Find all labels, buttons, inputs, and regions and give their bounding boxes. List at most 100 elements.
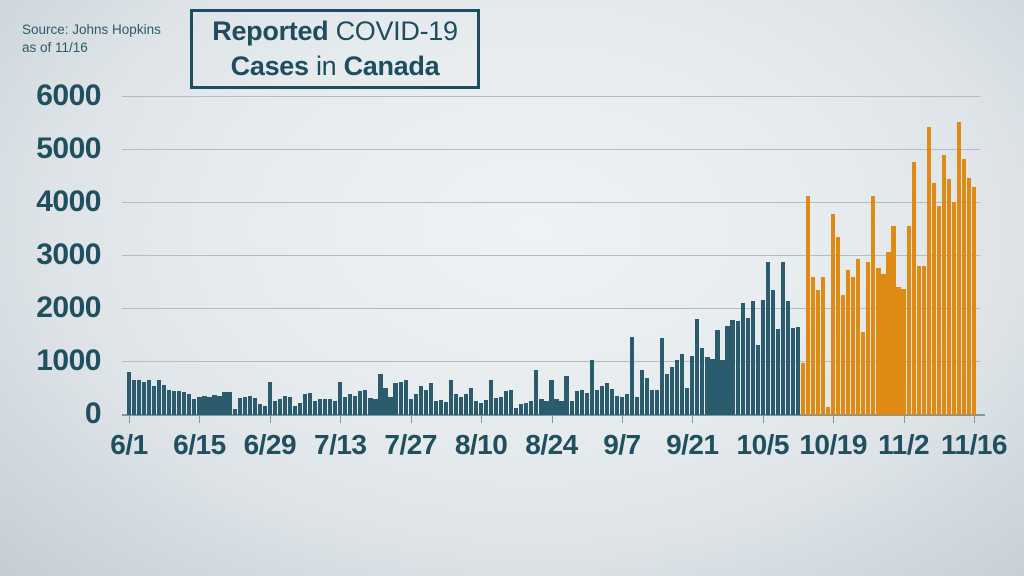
bar: [876, 268, 881, 415]
bar: [368, 397, 373, 415]
bar: [398, 381, 403, 415]
bar: [966, 177, 972, 415]
bar: [242, 396, 247, 415]
bar: [639, 369, 645, 415]
chart-title-box: Reported COVID-19 Cases in Canada: [190, 9, 480, 89]
bar: [936, 205, 941, 415]
bar: [941, 154, 946, 415]
bar: [624, 394, 630, 415]
bar: [700, 348, 705, 415]
bar: [499, 396, 504, 415]
bar: [569, 401, 574, 415]
x-axis-tick-8/24: [551, 415, 553, 423]
title-word-reported: Reported: [212, 16, 329, 46]
x-axis-label-6/1: 6/1: [110, 429, 148, 460]
x-axis-label-7/27: 7/27: [384, 429, 437, 460]
bar: [534, 370, 539, 415]
bar: [373, 399, 378, 415]
bar: [544, 401, 549, 415]
x-axis-tick-9/21: [692, 415, 694, 423]
x-axis-label-6/15: 6/15: [173, 429, 226, 460]
bar: [473, 401, 479, 415]
bar: [443, 402, 448, 415]
bar: [177, 390, 182, 415]
bar: [810, 276, 816, 415]
bar: [418, 386, 423, 415]
bar: [755, 344, 760, 415]
bar: [514, 407, 519, 415]
bar: [287, 396, 293, 415]
bar: [207, 396, 212, 415]
bar: [463, 393, 469, 415]
y-axis-label-5000: 5000: [36, 132, 101, 165]
bar: [564, 375, 569, 415]
bar: [267, 382, 272, 415]
x-axis-tick-10/19: [833, 415, 835, 423]
x-axis-tick-11/16: [974, 415, 975, 423]
bar: [448, 379, 453, 415]
bar: [348, 394, 353, 415]
bar: [971, 186, 977, 415]
bar: [574, 391, 579, 415]
bar: [307, 392, 313, 415]
bar: [790, 327, 796, 415]
bar: [871, 195, 876, 415]
bar: [710, 359, 715, 415]
bar: [438, 400, 443, 415]
bar: [363, 390, 368, 415]
bar: [318, 399, 323, 415]
x-axis-label-8/24: 8/24: [525, 429, 578, 460]
bar: [313, 401, 318, 415]
bar: [494, 397, 499, 415]
bar: [212, 395, 217, 415]
source-line1: Source: Johns Hopkins: [22, 22, 161, 37]
x-axis-line: [122, 414, 985, 416]
x-axis-tick-8/10: [481, 415, 483, 423]
bar: [131, 380, 137, 415]
bar: [931, 182, 936, 415]
bar: [826, 407, 831, 415]
bar: [690, 355, 695, 415]
bar: [901, 289, 906, 415]
bar: [549, 380, 554, 415]
bar: [353, 396, 358, 415]
title-word-canada: Canada: [343, 51, 440, 81]
bar: [292, 406, 298, 415]
bar: [217, 396, 222, 415]
bar: [715, 329, 720, 415]
bar: [162, 384, 167, 415]
bar: [609, 389, 614, 415]
bar: [167, 389, 172, 415]
bar: [614, 396, 619, 415]
x-axis-tick-7/13: [340, 415, 342, 423]
bar: [237, 397, 242, 415]
bar: [946, 179, 951, 415]
bar: [433, 401, 438, 415]
bar: [775, 329, 780, 415]
title-word-in: in: [308, 51, 344, 81]
bar: [649, 389, 655, 415]
source-note: Source: Johns Hopkins as of 11/16: [22, 21, 161, 57]
bar: [323, 399, 328, 415]
bar: [695, 319, 700, 415]
x-axis-label-9/7: 9/7: [603, 429, 641, 460]
bar: [856, 258, 861, 415]
y-axis-label-3000: 3000: [36, 238, 101, 271]
x-axis-tick-6/1: [129, 415, 130, 423]
bar: [388, 396, 393, 415]
bar: [343, 396, 348, 415]
bar: [227, 391, 232, 415]
bar: [851, 276, 856, 415]
y-axis-label-2000: 2000: [36, 291, 101, 324]
bar: [921, 265, 926, 415]
bar: [182, 392, 187, 415]
bar: [660, 338, 665, 415]
bar: [906, 226, 911, 415]
x-axis-tick-9/7: [621, 415, 623, 423]
bar: [765, 261, 770, 415]
bar: [277, 398, 282, 415]
bar: [861, 331, 866, 415]
bar: [604, 382, 609, 415]
x-axis-label-10/19: 10/19: [799, 429, 867, 460]
bar: [257, 404, 262, 415]
